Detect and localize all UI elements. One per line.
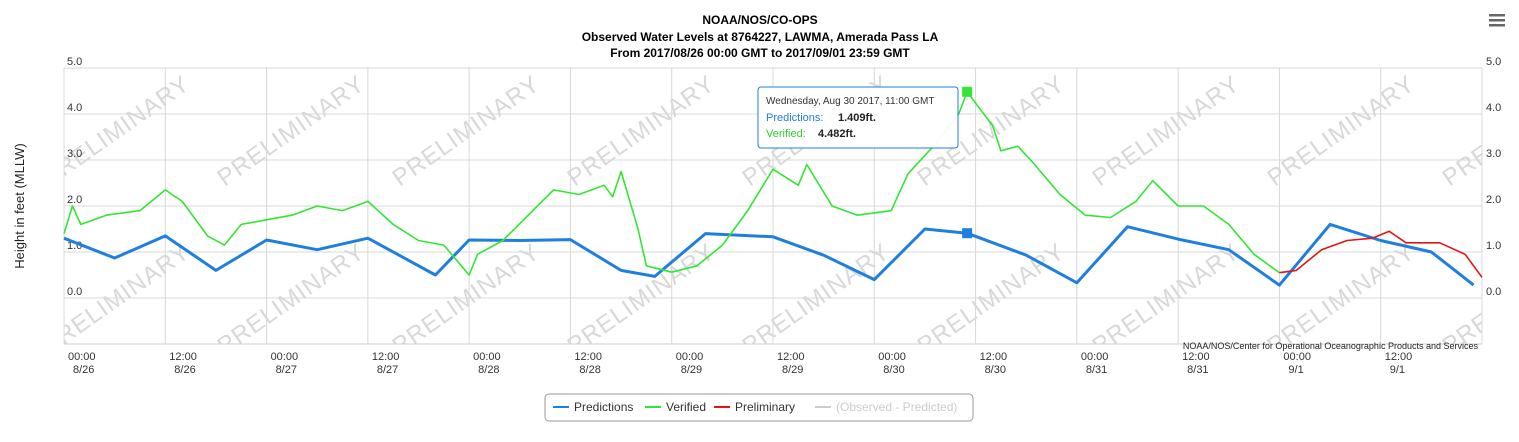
series-line [1279, 230, 1483, 278]
tooltip-label: Verified: [766, 128, 806, 140]
x-tick-label: 8/30 [883, 364, 904, 376]
y2-tick-label: 2.0 [1486, 194, 1501, 206]
x-tick-label: 12:00 [777, 351, 805, 363]
x-tick-label: 8/26 [174, 364, 195, 376]
watermark: PRELIMINARY [913, 238, 1070, 360]
menu-bar[interactable] [1489, 24, 1505, 27]
x-tick-label: 8/31 [1086, 364, 1107, 376]
credit: NOAA/NOS/Center for Operational Oceanogr… [1183, 341, 1479, 351]
x-tick-label: 12:00 [1182, 351, 1210, 363]
watermark: PRELIMINARY [1263, 70, 1420, 192]
menu-bar[interactable] [1489, 14, 1505, 17]
watermark: PRELIMINARY [213, 70, 370, 192]
legend: Predictions Verified Preliminary (Observed … [553, 400, 957, 414]
legend-box [544, 393, 974, 422]
y-tick-label: 4.0 [67, 102, 82, 114]
watermark: PRELIMINARY [38, 70, 195, 192]
y2-tick-label: 4.0 [1486, 102, 1501, 114]
legend-label: Verified [666, 400, 706, 414]
legend-label: Preliminary [735, 400, 795, 414]
x-tick-label: 00:00 [676, 351, 704, 363]
tooltip-label: Predictions: [766, 112, 823, 124]
x-tick-label: 8/28 [478, 364, 499, 376]
x-tick-label: 00:00 [68, 351, 96, 363]
hover-marker [962, 86, 973, 97]
y2-tick-label: 3.0 [1486, 148, 1501, 160]
legend-label: (Observed - Predicted) [836, 400, 957, 414]
tooltip-title: Wednesday, Aug 30 2017, 11:00 GMT [766, 96, 934, 107]
x-tick-label: 8/26 [73, 364, 94, 376]
tooltip-box [757, 86, 959, 149]
x-tick-label: 00:00 [878, 351, 906, 363]
x-tick-label: 00:00 [1081, 351, 1109, 363]
y2-tick-label: 0.0 [1486, 286, 1501, 298]
chart-subtitle: From 2017/08/26 00:00 GMT to 2017/09/01 … [610, 46, 910, 60]
y-axis-label: Height in feet (MLLW) [12, 143, 27, 268]
watermark: PRELIMINARY [738, 238, 895, 360]
watermark: PRELIMINARY [388, 70, 545, 192]
x-tick-label: 8/29 [681, 364, 702, 376]
x-tick-label: 8/27 [377, 364, 398, 376]
series-line [63, 91, 1280, 276]
x-tick-label: 12:00 [980, 351, 1008, 363]
series-layer [63, 86, 1483, 287]
y-tick-label: 0.0 [67, 286, 82, 298]
x-tick-label: 8/30 [985, 364, 1006, 376]
watermark: PRELIMINARY [563, 70, 720, 192]
series-line [63, 222, 1475, 287]
y-tick-label: 3.0 [67, 148, 82, 160]
x-tick-label: 12:00 [574, 351, 602, 363]
tooltip-value: 1.409ft. [838, 112, 876, 124]
x-tick-label: 00:00 [1283, 351, 1311, 363]
y2-tick-label: 5.0 [1486, 56, 1501, 68]
x-tick-label: 00:00 [473, 351, 501, 363]
x-tick-label: 12:00 [1385, 351, 1413, 363]
menu-bar[interactable] [1489, 19, 1505, 22]
tooltip: Wednesday, Aug 30 2017, 11:00 GMT Predic… [757, 86, 959, 149]
y-tick-label: 2.0 [67, 194, 82, 206]
tooltip-value: 4.482ft. [818, 128, 856, 140]
hover-marker [962, 228, 973, 239]
x-tick-label: 9/1 [1288, 364, 1303, 376]
watermark: PRELIMINARY [1088, 70, 1245, 192]
grid: 0.0 0.01.0 1.02.0 2.03.0 3.04.0 4.05.0 5.000:0… [63, 56, 1501, 376]
menu-button[interactable] [1489, 14, 1505, 27]
chart-subtitle: Observed Water Levels at 8764227, LAWMA,… [582, 30, 939, 44]
x-tick-label: 12:00 [372, 351, 400, 363]
legend-label: Predictions [574, 400, 633, 414]
x-tick-label: 00:00 [271, 351, 299, 363]
x-tick-label: 12:00 [169, 351, 197, 363]
x-tick-label: 9/1 [1390, 364, 1405, 376]
x-tick-label: 8/29 [782, 364, 803, 376]
watermark: PRELIMINARY [1438, 70, 1519, 192]
watermark: PRELIMINARY [563, 238, 720, 360]
watermark: PRELIMINARY [388, 238, 545, 360]
chart-title: NOAA/NOS/CO-OPS [702, 13, 817, 27]
y2-tick-label: 1.0 [1486, 240, 1501, 252]
x-tick-label: 8/31 [1187, 364, 1208, 376]
y-tick-label: 5.0 [67, 56, 82, 68]
x-tick-label: 8/27 [276, 364, 297, 376]
x-tick-label: 8/28 [579, 364, 600, 376]
